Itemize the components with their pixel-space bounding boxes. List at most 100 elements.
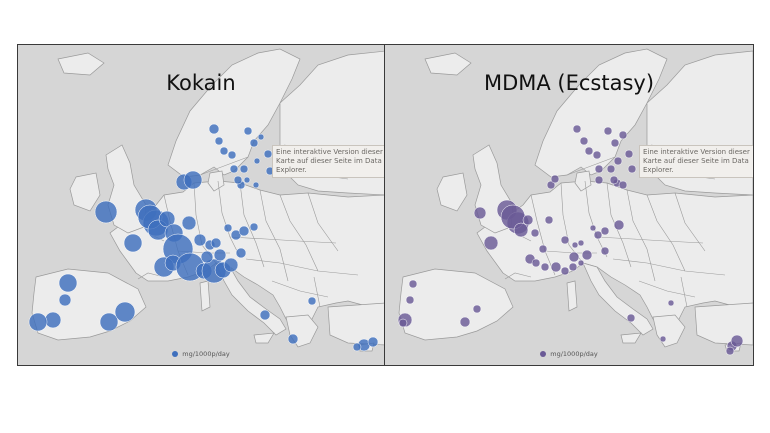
country-border: [271, 280, 329, 298]
measurement-bubble[interactable]: [183, 170, 203, 190]
measurement-bubble[interactable]: [613, 219, 625, 231]
measurement-bubble[interactable]: [259, 309, 271, 321]
measurement-bubble[interactable]: [540, 262, 550, 272]
measurement-bubble[interactable]: [193, 233, 207, 247]
measurement-bubble[interactable]: [229, 164, 239, 174]
measurement-bubble[interactable]: [581, 249, 593, 261]
measurement-bubble[interactable]: [483, 235, 499, 251]
map-panel-mdma: MDMA (Ecstasy) Eine interaktive Version …: [385, 44, 754, 366]
measurement-bubble[interactable]: [352, 342, 362, 352]
measurement-bubble[interactable]: [44, 311, 62, 329]
measurement-bubble[interactable]: [592, 150, 602, 160]
measurement-bubble[interactable]: [603, 126, 613, 136]
measurement-bubble[interactable]: [123, 233, 143, 253]
measurement-bubble[interactable]: [538, 244, 548, 254]
legend-label: mg/1000p/day: [550, 350, 598, 358]
measurement-bubble[interactable]: [568, 251, 580, 263]
measurement-bubble[interactable]: [459, 316, 471, 328]
measurement-bubble[interactable]: [610, 138, 620, 148]
measurement-bubble[interactable]: [233, 175, 243, 185]
measurement-bubble[interactable]: [200, 250, 214, 264]
measurement-bubble[interactable]: [600, 226, 610, 236]
measurement-bubble[interactable]: [560, 266, 570, 276]
measurement-bubble[interactable]: [58, 273, 78, 293]
measurement-bubble[interactable]: [522, 214, 534, 226]
measurement-bubble[interactable]: [600, 246, 610, 256]
measurement-bubble[interactable]: [579, 136, 589, 146]
measurement-bubble[interactable]: [594, 164, 604, 174]
measurement-bubble[interactable]: [307, 296, 317, 306]
measurement-bubble[interactable]: [627, 164, 637, 174]
measurement-bubble[interactable]: [238, 225, 250, 237]
measurement-bubble[interactable]: [667, 299, 675, 307]
measurement-bubble[interactable]: [210, 237, 222, 249]
measurement-bubble[interactable]: [227, 150, 237, 160]
measurement-bubble[interactable]: [249, 138, 259, 148]
measurement-bubble[interactable]: [473, 206, 487, 220]
measurement-bubble[interactable]: [626, 313, 636, 323]
measurement-bubble[interactable]: [235, 247, 247, 259]
measurement-bubble[interactable]: [584, 146, 594, 156]
data-explorer-tooltip[interactable]: Eine interaktive Version dieser Karte au…: [639, 145, 753, 178]
legend-dot-icon: [172, 351, 179, 357]
measurement-bubble[interactable]: [589, 224, 597, 232]
measurement-bubble[interactable]: [181, 215, 197, 231]
measurement-bubble[interactable]: [243, 176, 251, 184]
measurement-bubble[interactable]: [253, 157, 261, 165]
measurement-bubble[interactable]: [257, 133, 265, 141]
measurement-bubble[interactable]: [252, 181, 260, 189]
measurement-bubble[interactable]: [659, 335, 667, 343]
measurement-bubble[interactable]: [609, 175, 619, 185]
measurement-bubble[interactable]: [223, 223, 233, 233]
measurement-bubble[interactable]: [725, 346, 735, 356]
measurement-bubble[interactable]: [405, 295, 415, 305]
measurement-bubble[interactable]: [613, 156, 623, 166]
measurement-bubble[interactable]: [263, 149, 273, 159]
measurement-bubble[interactable]: [367, 336, 379, 348]
measurement-bubble[interactable]: [223, 257, 239, 273]
measurement-bubble[interactable]: [571, 241, 579, 249]
measurement-bubble[interactable]: [213, 248, 227, 262]
measurement-bubble[interactable]: [546, 180, 556, 190]
measurement-bubble[interactable]: [472, 304, 482, 314]
measurement-bubble[interactable]: [577, 259, 585, 267]
measurement-bubble[interactable]: [28, 312, 48, 332]
measurement-bubble[interactable]: [398, 318, 408, 328]
measurement-bubble[interactable]: [577, 239, 585, 247]
measurement-bubble[interactable]: [214, 136, 224, 146]
measurement-bubble[interactable]: [94, 200, 118, 224]
map-title: Kokain: [166, 71, 236, 95]
measurement-bubble[interactable]: [99, 312, 119, 332]
map-title: MDMA (Ecstasy): [483, 71, 655, 95]
measurement-bubble[interactable]: [243, 126, 253, 136]
country-border: [626, 189, 656, 282]
country-border: [239, 182, 265, 268]
measurement-bubble[interactable]: [593, 230, 603, 240]
measurement-bubble[interactable]: [531, 258, 541, 268]
measurement-bubble[interactable]: [624, 149, 634, 159]
measurement-bubble[interactable]: [249, 222, 259, 232]
landmass: [398, 268, 514, 341]
measurement-bubble[interactable]: [618, 180, 628, 190]
measurement-bubble[interactable]: [606, 164, 616, 174]
measurement-bubble[interactable]: [408, 279, 418, 289]
measurement-bubble[interactable]: [58, 293, 72, 307]
measurement-bubble[interactable]: [550, 261, 562, 273]
measurement-bubble[interactable]: [287, 333, 299, 345]
measurement-bubble[interactable]: [560, 235, 570, 245]
measurement-bubble[interactable]: [568, 262, 578, 272]
measurement-bubble[interactable]: [594, 175, 604, 185]
measurement-bubble[interactable]: [618, 130, 628, 140]
measurement-bubble[interactable]: [513, 222, 529, 238]
measurement-bubble[interactable]: [219, 146, 229, 156]
measurement-bubble[interactable]: [550, 174, 560, 184]
measurement-bubble[interactable]: [239, 164, 249, 174]
measurement-bubble[interactable]: [572, 124, 582, 134]
measurement-bubble[interactable]: [114, 301, 136, 323]
measurement-bubble[interactable]: [730, 334, 744, 348]
country-border: [229, 236, 337, 244]
measurement-bubble[interactable]: [544, 215, 554, 225]
measurement-bubble[interactable]: [530, 228, 540, 238]
measurement-bubble[interactable]: [208, 123, 220, 135]
data-explorer-tooltip[interactable]: Eine interaktive Version dieser Karte au…: [272, 145, 384, 178]
